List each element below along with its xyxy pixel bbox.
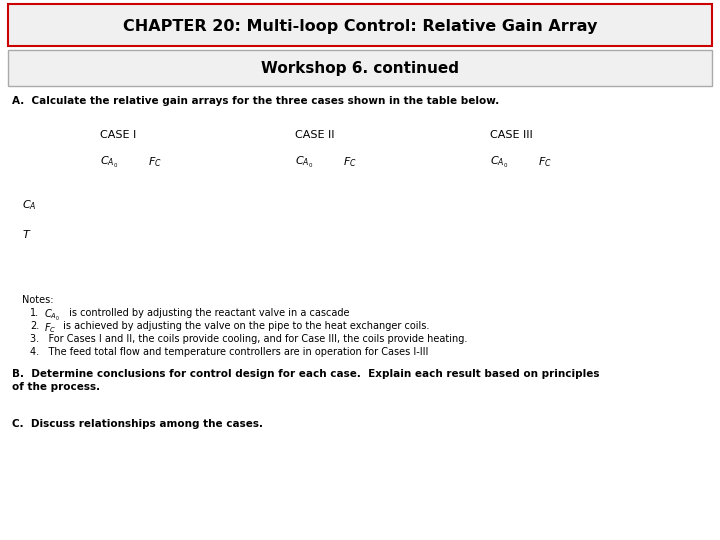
Text: 4.   The feed total flow and temperature controllers are in operation for Cases : 4. The feed total flow and temperature c…: [30, 347, 428, 357]
Text: B.  Determine conclusions for control design for each case.  Explain each result: B. Determine conclusions for control des…: [12, 369, 600, 379]
Text: $C_{A_0}$: $C_{A_0}$: [100, 155, 118, 170]
Text: $C_{A_0}$: $C_{A_0}$: [490, 155, 508, 170]
Bar: [8, 4, 712, 46]
Text: CASE III: CASE III: [490, 130, 533, 140]
Text: Workshop 6. continued: Workshop 6. continued: [261, 62, 459, 77]
Text: $C_{A_0}$: $C_{A_0}$: [44, 308, 60, 323]
Text: C.  Discuss relationships among the cases.: C. Discuss relationships among the cases…: [12, 419, 263, 429]
Text: CASE I: CASE I: [100, 130, 136, 140]
Text: $C_{A_0}$: $C_{A_0}$: [295, 155, 313, 170]
Text: $C_A$: $C_A$: [22, 198, 37, 212]
Text: $F_C$: $F_C$: [538, 155, 552, 169]
Text: of the process.: of the process.: [12, 382, 100, 392]
Text: CHAPTER 20: Multi-loop Control: Relative Gain Array: CHAPTER 20: Multi-loop Control: Relative…: [123, 18, 597, 33]
Text: $F_C$: $F_C$: [148, 155, 162, 169]
Text: is controlled by adjusting the reactant valve in a cascade: is controlled by adjusting the reactant …: [66, 308, 349, 318]
Text: 3.   For Cases I and II, the coils provide cooling, and for Case III, the coils : 3. For Cases I and II, the coils provide…: [30, 334, 467, 344]
Text: $F_C$: $F_C$: [343, 155, 357, 169]
Text: A.  Calculate the relative gain arrays for the three cases shown in the table be: A. Calculate the relative gain arrays fo…: [12, 96, 499, 106]
Text: 1.: 1.: [30, 308, 39, 318]
Text: Notes:: Notes:: [22, 295, 53, 305]
Text: CASE II: CASE II: [295, 130, 335, 140]
Bar: [8, 50, 712, 86]
Text: $T$: $T$: [22, 228, 32, 240]
Text: is achieved by adjusting the valve on the pipe to the heat exchanger coils.: is achieved by adjusting the valve on th…: [60, 321, 429, 331]
Text: 2.: 2.: [30, 321, 40, 331]
Text: $F_C$: $F_C$: [44, 321, 56, 335]
